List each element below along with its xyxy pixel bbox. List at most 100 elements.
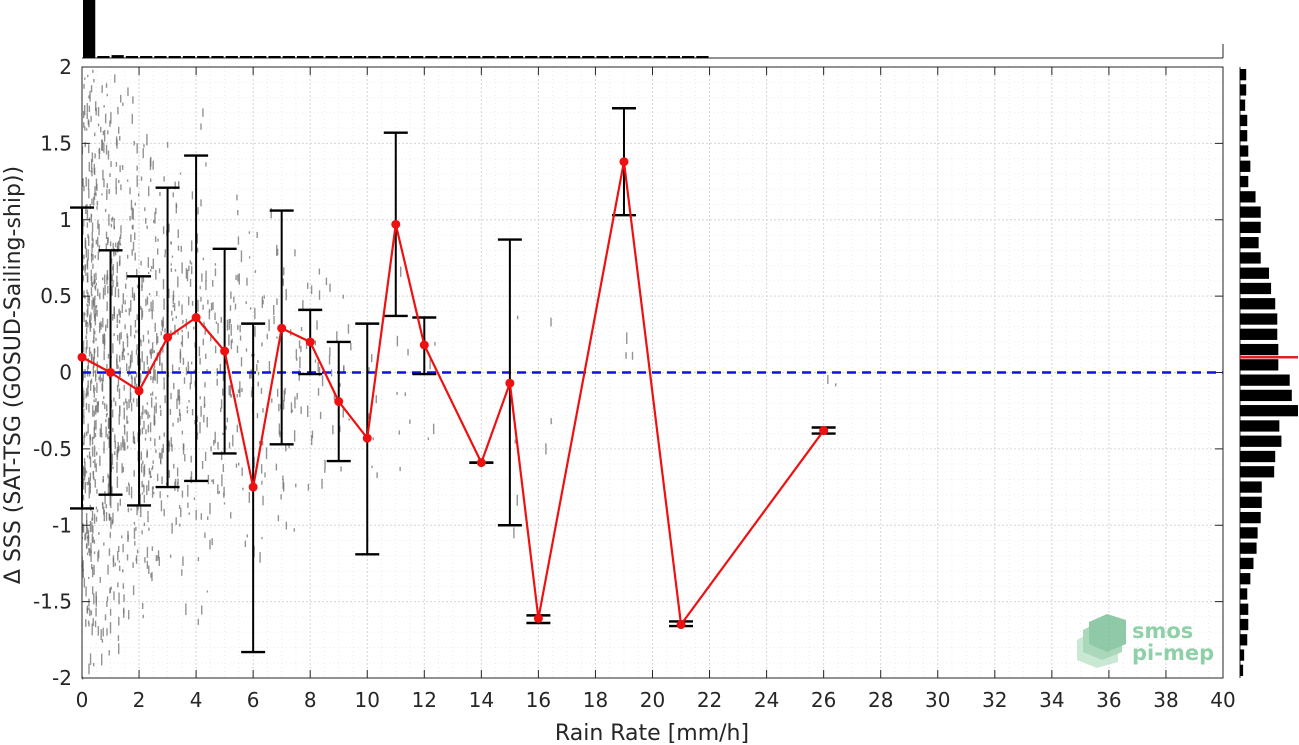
y-tick-label: 0 (59, 361, 72, 385)
right-hist-bar (1240, 237, 1259, 249)
data-point (334, 397, 344, 407)
right-hist-bar (1240, 389, 1292, 402)
right-hist-bar (1240, 84, 1247, 96)
x-tick-label: 18 (583, 688, 608, 712)
x-tick-label: 4 (190, 688, 203, 712)
data-point (163, 332, 173, 342)
right-hist-bar (1240, 634, 1248, 646)
data-point (619, 157, 629, 167)
y-tick-label: 0.5 (40, 284, 72, 308)
top-hist-bar (453, 56, 467, 58)
x-tick-label: 2 (133, 688, 146, 712)
right-hist-bar (1240, 298, 1276, 310)
top-hist-bar (539, 56, 552, 58)
top-hist-bar (296, 56, 310, 58)
top-hist-bar (325, 56, 338, 58)
data-point (391, 219, 401, 229)
top-hist-bar (468, 56, 481, 58)
right-hist-bar (1240, 511, 1261, 524)
right-hist-bar (1240, 343, 1279, 356)
x-tick-label: 6 (247, 688, 260, 712)
top-hist-bar (311, 56, 324, 58)
top-hist-bar (596, 56, 609, 58)
top-hist-bar (368, 56, 381, 58)
y-tick-label: -0.5 (33, 437, 72, 461)
top-hist-bar (154, 56, 167, 58)
top-hist-bar (425, 56, 438, 58)
top-hist-bar (339, 56, 352, 58)
right-hist-bar (1240, 191, 1256, 203)
y-tick-label: -1 (52, 513, 72, 537)
top-hist-bar (610, 56, 623, 58)
data-point (505, 378, 515, 388)
top-hist-bar (696, 56, 709, 58)
right-hist-bar (1240, 557, 1254, 570)
data-point (134, 386, 144, 396)
top-hist-bar (353, 56, 367, 58)
right-hist-bar (1240, 252, 1261, 264)
x-tick-label: 36 (1096, 688, 1121, 712)
x-tick-label: 10 (355, 688, 380, 712)
logo-icon (1077, 614, 1126, 668)
x-tick-label: 30 (925, 688, 950, 712)
top-hist-bar (667, 56, 681, 58)
data-point (106, 368, 116, 377)
y-tick-label: 1.5 (40, 131, 72, 155)
top-hist-bar (211, 56, 224, 58)
data-point (476, 458, 486, 468)
logo-text-pimep: pi-mep (1132, 641, 1214, 665)
y-axis-title: Δ SSS (SAT-TSG (GOSUD-Sailing-ship)) (1, 166, 26, 584)
top-hist-bar (282, 56, 295, 58)
x-tick-label: 20 (640, 688, 665, 712)
data-point (191, 313, 201, 323)
right-hist-bar (1240, 527, 1258, 539)
top-hist-bar (553, 56, 566, 58)
right-hist-bar (1240, 267, 1269, 279)
right-hist-bar (1240, 420, 1280, 432)
top-hist-bar (525, 56, 538, 58)
top-hist-bar (411, 56, 424, 58)
data-point (419, 340, 429, 350)
x-tick-label: 16 (526, 688, 551, 712)
x-tick-label: 26 (811, 688, 836, 712)
data-point (248, 482, 258, 492)
right-hist-bar (1240, 374, 1290, 386)
right-hist-bar (1240, 405, 1298, 417)
right-hist-bar (1240, 466, 1275, 478)
top-hist-bar (439, 56, 452, 58)
right-hist-bar (1240, 435, 1282, 447)
right-hist-bar (1240, 664, 1244, 676)
right-hist-bar (1240, 618, 1249, 631)
data-point (220, 346, 230, 356)
right-hist-bar (1240, 496, 1262, 508)
top-hist-bar (239, 56, 253, 58)
top-hist-bar (396, 56, 410, 58)
x-tick-label: 8 (304, 688, 317, 712)
right-hist-bar (1240, 359, 1279, 371)
x-tick-label: 38 (1153, 688, 1178, 712)
x-tick-label: 0 (76, 688, 89, 712)
data-point (362, 433, 372, 443)
x-tick-label: 28 (868, 688, 893, 712)
right-hist-bar (1240, 130, 1248, 142)
right-hist-bar (1240, 160, 1251, 172)
y-tick-label: 2 (59, 55, 72, 79)
y-tick-label: -1.5 (33, 590, 72, 614)
right-hist-bar (1240, 588, 1248, 600)
right-hist-bar (1240, 481, 1262, 493)
y-tick-label: 1 (59, 208, 72, 232)
top-hist-bar (268, 56, 281, 58)
right-hist-bar (1240, 313, 1278, 325)
x-tick-label: 34 (1039, 688, 1064, 712)
data-point (305, 337, 315, 347)
right-hist-bar (1240, 649, 1245, 661)
top-hist-bar (197, 56, 210, 58)
right-hist-bar (1240, 603, 1249, 615)
right-hist-bar (1240, 145, 1249, 157)
top-hist-bar (83, 0, 96, 58)
x-tick-label: 32 (982, 688, 1007, 712)
top-hist-bar (140, 56, 153, 58)
x-tick-labels: 0 2 4 6 8 10 12 14 16 18 20 22 24 26 28 30 32 34 36 38 40 (76, 688, 1236, 712)
data-point (533, 613, 543, 623)
